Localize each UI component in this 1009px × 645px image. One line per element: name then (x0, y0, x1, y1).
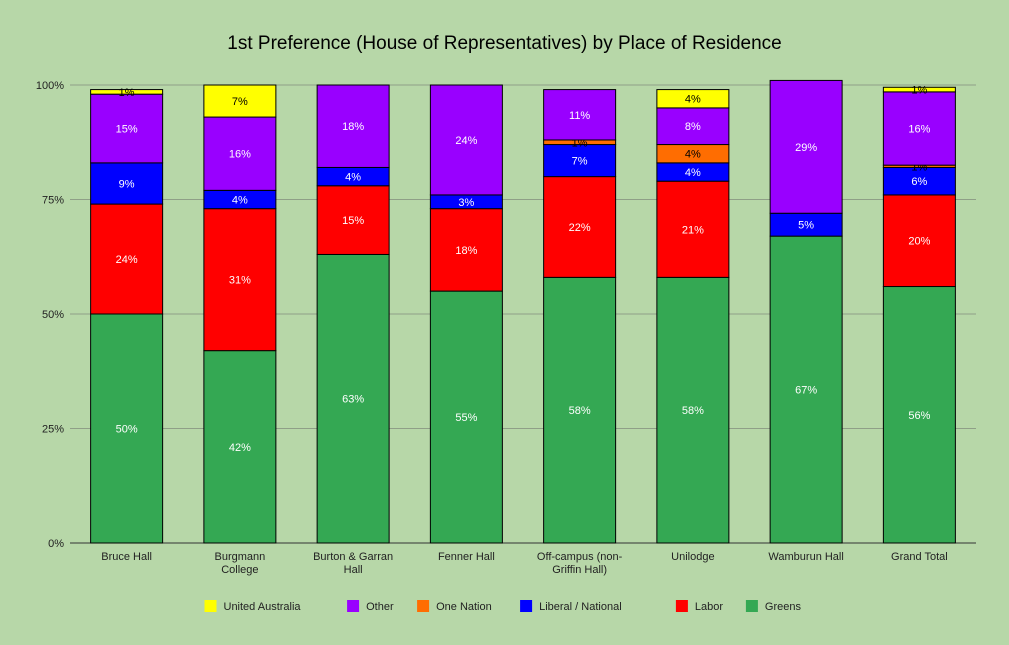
data-label: 3% (458, 197, 474, 209)
bar-segment (203, 84, 277, 118)
data-label: 29% (795, 142, 817, 154)
data-label: 20% (908, 236, 930, 248)
bar-segment (543, 276, 617, 544)
data-label: 15% (342, 215, 364, 227)
data-label: 24% (116, 254, 138, 266)
data-label: 31% (229, 275, 251, 287)
bar-segment (882, 166, 956, 196)
data-label: 50% (116, 424, 138, 436)
bar-segment (769, 235, 843, 544)
bar-segment (769, 79, 843, 214)
data-label: 4% (685, 167, 701, 179)
bar-segment (882, 86, 956, 93)
data-label: 16% (908, 124, 930, 136)
data-label: 63% (342, 394, 364, 406)
legend: United Australia Other One Nation Liberal /… (204, 600, 802, 613)
data-label: 18% (342, 121, 364, 133)
chart-title: 1st Preference (House of Representatives… (227, 33, 782, 54)
data-label: 1% (911, 85, 927, 97)
bar-segment (429, 84, 503, 196)
data-label: 8% (685, 121, 701, 133)
legend-swatch (675, 600, 688, 612)
data-label: 4% (685, 149, 701, 161)
bar-segment (203, 116, 277, 191)
y-tick-label: 50% (42, 309, 64, 321)
bar-segment (90, 162, 164, 205)
x-tick-label: Unilodge (671, 551, 714, 563)
data-label: 22% (569, 222, 591, 234)
bar-segment (90, 89, 164, 95)
bar-segment (203, 350, 277, 544)
data-label: 42% (229, 442, 251, 454)
x-tick-label: Hall (344, 564, 363, 576)
bar-segment (316, 84, 390, 168)
legend-swatch (204, 600, 217, 612)
bar-segment (90, 93, 164, 164)
bar-segment (543, 144, 617, 178)
legend-label: Liberal / National (539, 601, 622, 613)
data-label: 4% (232, 195, 248, 207)
bar-segment (882, 91, 956, 166)
data-label: 7% (232, 96, 248, 108)
x-tick-label: Wamburun Hall (768, 551, 843, 563)
x-tick-label: Griffin Hall) (552, 564, 607, 576)
data-label: 67% (795, 385, 817, 397)
data-label: 15% (116, 124, 138, 136)
bar-segment (882, 194, 956, 288)
legend-label: Other (366, 601, 394, 613)
bar-segment (316, 253, 390, 544)
bar-segment (316, 185, 390, 255)
data-label: 11% (569, 110, 590, 122)
data-label: 58% (682, 405, 704, 417)
data-label: 21% (682, 224, 704, 236)
legend-swatch (417, 600, 430, 612)
data-label: 18% (455, 245, 477, 257)
data-label: 4% (345, 172, 361, 184)
data-label: 56% (908, 410, 930, 422)
data-label: 5% (798, 220, 814, 232)
y-tick-label: 25% (42, 424, 64, 436)
bar-segment (543, 176, 617, 278)
legend-label: One Nation (436, 601, 492, 613)
data-label: 24% (455, 135, 477, 147)
y-tick-label: 100% (36, 80, 64, 92)
data-label: 55% (455, 412, 477, 424)
x-tick-label: Burton & Garran (313, 551, 393, 563)
bar-segment (656, 89, 730, 109)
bar-segment (656, 276, 730, 544)
data-label: 9% (119, 178, 135, 190)
data-label: 16% (229, 149, 251, 161)
legend-swatch (520, 600, 533, 612)
data-label: 4% (685, 94, 701, 106)
x-tick-label: Off-campus (non- (537, 551, 623, 563)
bar-segment (543, 89, 617, 141)
x-tick-label: Burgmann (214, 551, 265, 563)
bar-segment (429, 290, 503, 544)
bar-segment (882, 286, 956, 544)
bar-segment (656, 107, 730, 146)
x-tick-label: Bruce Hall (101, 551, 152, 563)
bar-segment (656, 180, 730, 278)
bar-segment (90, 203, 164, 315)
x-tick-label: Grand Total (891, 551, 948, 563)
x-tick-label: College (221, 564, 258, 576)
legend-label: Labor (695, 601, 723, 613)
y-tick-label: 75% (42, 195, 64, 207)
data-label: 6% (911, 176, 927, 188)
x-tick-label: Fenner Hall (438, 551, 495, 563)
legend-label: United Australia (224, 601, 302, 613)
legend-label: Greens (765, 601, 802, 613)
legend-swatch (745, 600, 758, 612)
bar-segment (203, 208, 277, 352)
bar-segment (90, 313, 164, 544)
data-label: 1% (119, 87, 135, 99)
data-label: 58% (569, 405, 591, 417)
y-tick-label: 0% (48, 538, 64, 550)
legend-swatch (347, 600, 360, 612)
data-label: 7% (572, 156, 588, 168)
